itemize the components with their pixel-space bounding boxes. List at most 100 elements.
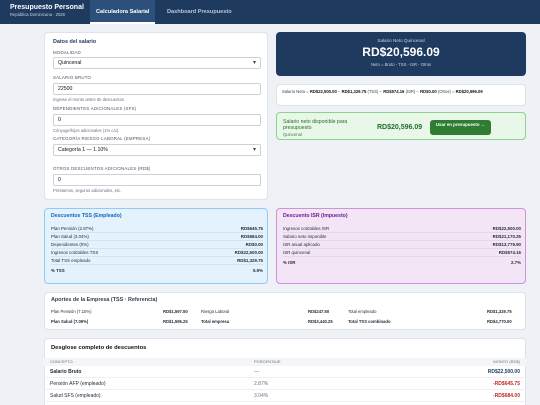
isr-row: Salario neto imponible RD$21,170.25 — [283, 233, 521, 241]
emp-value: RD$4,770.00 — [487, 319, 512, 324]
emp-label: Total empleado — [348, 309, 376, 314]
salario-hint: Ingrese el monto antes de descuentos — [53, 97, 124, 102]
row-concepto: Salud SFS (empleado) — [50, 391, 101, 402]
isr-row-value: RD$574.16 — [499, 249, 521, 257]
table-row: Salario Bruto — RD$22,500.00 — [44, 367, 526, 378]
formula-isr-tag: (ISR) — [406, 89, 416, 94]
tss-row-value: RD$1,329.75 — [237, 257, 263, 265]
tss-row: Total TSS empleado RD$1,329.75 — [51, 257, 263, 265]
available-label: Salario neto disponible para presupuesto — [283, 119, 373, 131]
dependientes-value: 0 — [58, 117, 61, 123]
otros-value: 0 — [58, 177, 61, 183]
app-title: Presupuesto Personal — [10, 4, 84, 12]
isr-row-value: RD$22,500.00 — [493, 225, 521, 233]
desglose-title: Desglose completo de descuentos — [51, 345, 146, 351]
dependientes-label: DEPENDIENTES ADICIONALES (SFS) — [53, 106, 136, 111]
row-concepto: Pensión AFP (empleado) — [50, 379, 106, 390]
emp-label: Total TSS combinado — [348, 319, 391, 324]
available-salary-card: Salario neto disponible para presupuesto… — [276, 112, 526, 140]
emp-label: Total empresa — [201, 319, 229, 324]
salario-label: SALARIO BRUTO — [53, 75, 91, 80]
tss-row: Plan Pensión (2.87%) RD$645.75 — [51, 225, 263, 233]
isr-row-label: ISR anual aplicado — [283, 242, 320, 247]
emp-value: RD$3,440.25 — [308, 319, 333, 324]
otros-label: OTROS DESCUENTOS ADICIONALES (RD$) — [53, 166, 150, 171]
net-salary-hero: Salario Neto Quincenal RD$20,596.09 Neto… — [276, 32, 526, 76]
emp-value: RD$1,595.25 — [163, 319, 188, 324]
row-monto: -RD$645.75 — [493, 379, 520, 390]
emp-value: RD$247.50 — [308, 309, 329, 314]
isr-row: Ingresos cotizables ISR RD$22,500.00 — [283, 225, 521, 233]
tss-panel: Descuentos TSS (Empleado) Plan Pensión (… — [44, 208, 268, 284]
emp-label: Plan Salud (7.09%) — [51, 319, 88, 324]
dependientes-hint: Cónyuge/hijos adicionales (1% c/u) — [53, 128, 118, 133]
isr-row-label: ISR quincenal — [283, 250, 310, 255]
formula-breakdown: Salario Neto = RD$22,500.00 − RD$1,329.7… — [276, 84, 526, 106]
tss-total-row: % TSS 5.9% — [51, 267, 263, 275]
row-porcentaje: 3.04% — [254, 391, 268, 402]
riesgo-select[interactable]: Categoría 1 — 1.10% — [53, 144, 261, 156]
tss-row-value: RD$684.00 — [241, 233, 263, 241]
formula-result: RD$20,596.09 — [456, 89, 483, 94]
otros-input[interactable]: 0 — [53, 174, 261, 186]
isr-row-label: % ISR — [283, 260, 295, 265]
brand: Presupuesto Personal República Dominican… — [10, 4, 84, 18]
tss-row: Ingresos cotizables TSS RD$22,500.00 — [51, 249, 263, 257]
isr-row-value: RD$13,779.90 — [493, 241, 521, 249]
formula-tss: RD$1,329.75 — [342, 89, 367, 94]
employer-contributions-card: Aportes de la Empresa (TSS · Referencia)… — [44, 292, 526, 330]
riesgo-value: Categoría 1 — 1.10% — [58, 147, 108, 153]
isr-total-row: % ISR 2.7% — [283, 259, 521, 267]
formula-otros-tag: (Otros) — [438, 89, 451, 94]
form-title: Datos del salario — [53, 39, 96, 45]
isr-row: ISR anual aplicado RD$13,779.90 — [283, 241, 521, 249]
col-monto: MONTO (RD$) — [493, 358, 520, 366]
tss-row: Dependientes (0%) RD$0.00 — [51, 241, 263, 249]
available-value: RD$20,596.09 — [377, 124, 422, 131]
row-porcentaje: 2.87% — [254, 379, 268, 390]
isr-row-value: RD$21,170.25 — [493, 233, 521, 241]
salario-input[interactable]: 22500 — [53, 83, 261, 95]
hero-formula: Neto = Bruto - TSS - ISR - Otros — [276, 62, 526, 67]
riesgo-label: CATEGORÍA RIESGO LABORAL (EMPRESA) — [53, 136, 150, 141]
isr-title: Descuento ISR (Impuesto) — [283, 213, 348, 219]
isr-panel: Descuento ISR (Impuesto) Ingresos cotiza… — [276, 208, 526, 284]
row-monto: -RD$684.00 — [493, 391, 520, 402]
tss-row-label: Plan Salud (3.04%) — [51, 234, 89, 239]
available-sub: Quincenal — [283, 132, 302, 137]
formula-bruto: RD$22,500.00 — [310, 89, 337, 94]
emp-label: Riesgo Laboral — [201, 309, 229, 314]
use-in-budget-button[interactable]: Usar en presupuesto → — [430, 120, 491, 135]
formula-tss-tag: (TSS) — [367, 89, 378, 94]
row-monto: RD$22,500.00 — [488, 367, 520, 378]
isr-row-label: Salario neto imponible — [283, 234, 326, 239]
isr-row-label: Ingresos cotizables ISR — [283, 226, 329, 231]
salario-value: 22500 — [58, 86, 72, 92]
modalidad-select[interactable]: Quincenal — [53, 57, 261, 69]
col-porcentaje: PORCENTAJE — [254, 358, 281, 366]
isr-row-value: 2.7% — [511, 259, 521, 267]
modalidad-label: MODALIDAD — [53, 50, 81, 55]
tss-row-label: Dependientes (0%) — [51, 242, 89, 247]
col-concepto: CONCEPTO — [50, 358, 73, 366]
modalidad-value: Quincenal — [58, 60, 81, 66]
hero-value: RD$20,596.09 — [276, 45, 526, 59]
tab-dashboard-presupuesto[interactable]: Dashboard Presupuesto — [161, 0, 238, 24]
tss-row-label: Plan Pensión (2.87%) — [51, 226, 93, 231]
emp-value: RD$1,329.75 — [487, 309, 512, 314]
emp-value: RD$1,597.50 — [163, 309, 188, 314]
tss-title: Descuentos TSS (Empleado) — [51, 213, 122, 219]
tss-row-label: % TSS — [51, 268, 65, 273]
table-row: Salud SFS (empleado) 3.04% -RD$684.00 — [44, 391, 526, 402]
formula-prefix: Salario Neto = — [282, 89, 309, 94]
desglose-header: CONCEPTO PORCENTAJE MONTO (RD$) — [44, 358, 526, 366]
emp-label: Plan Pensión (7.10%) — [51, 309, 92, 314]
row-porcentaje: — — [254, 367, 259, 378]
tab-calculadora-salarial[interactable]: Calculadora Salarial — [90, 0, 155, 24]
tss-row-value: 5.9% — [253, 267, 263, 275]
tss-row-label: Ingresos cotizables TSS — [51, 250, 98, 255]
hero-label: Salario Neto Quincenal — [276, 32, 526, 43]
isr-row: ISR quincenal RD$574.16 — [283, 249, 521, 257]
dependientes-input[interactable]: 0 — [53, 114, 261, 126]
top-bar: Presupuesto Personal República Dominican… — [0, 0, 540, 24]
